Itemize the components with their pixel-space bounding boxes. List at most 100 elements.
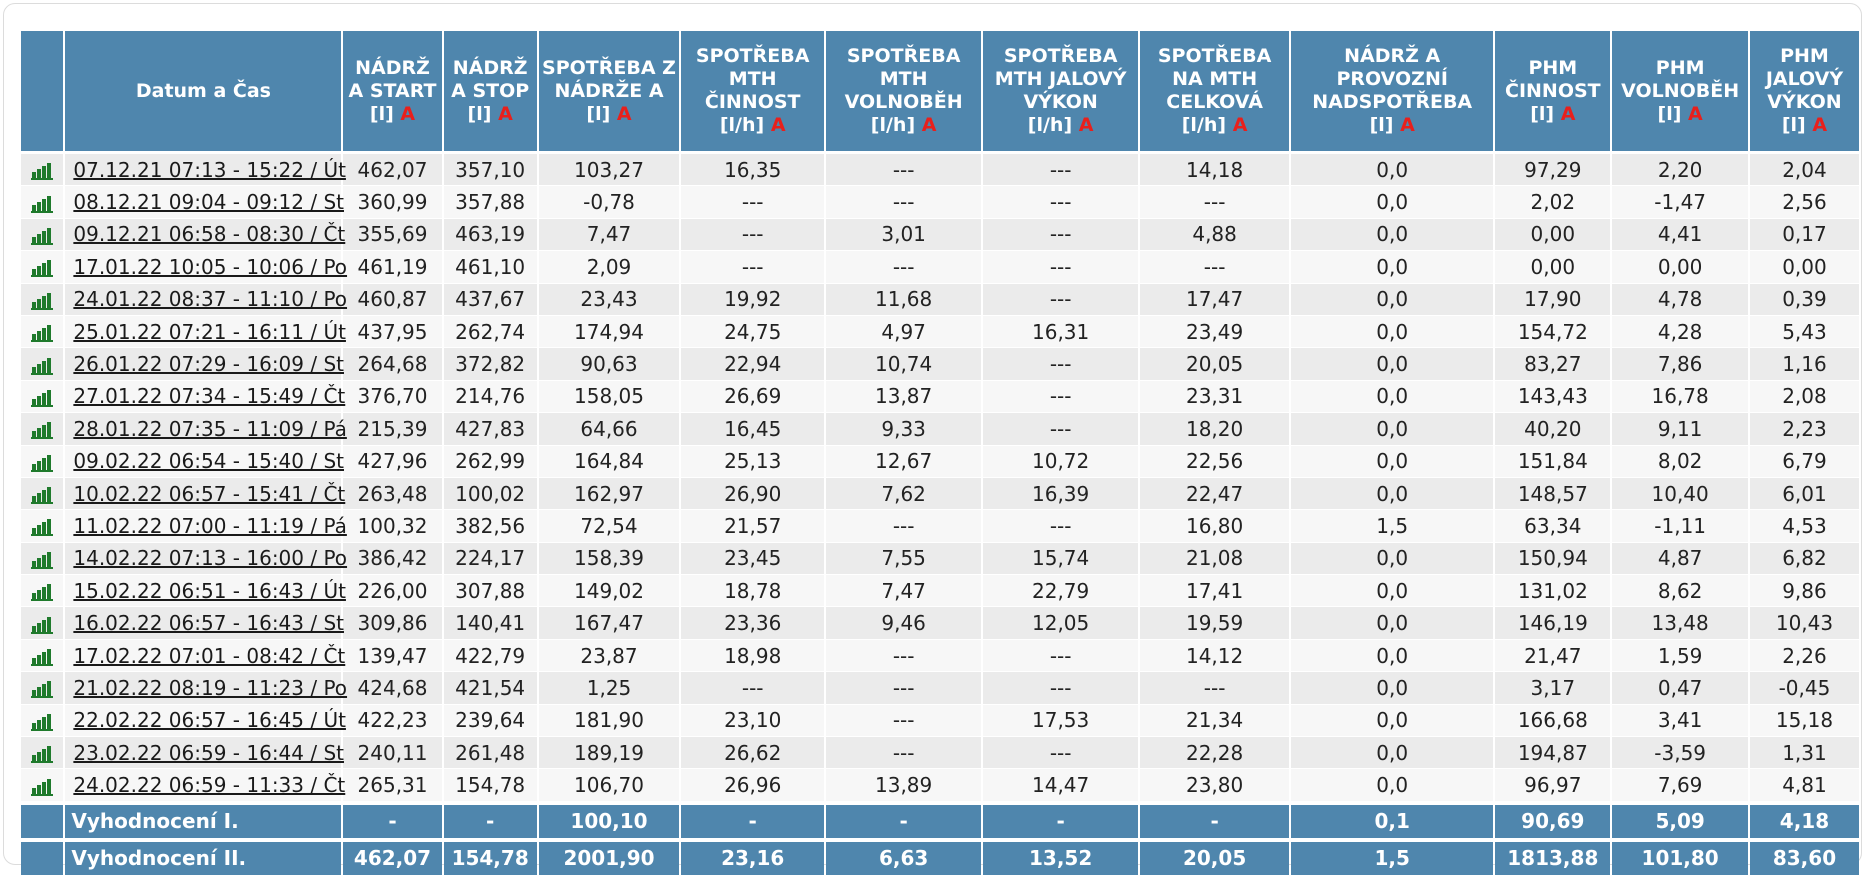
value-cell-spotreba-mth-volnobeh: 9,46 [826,607,982,640]
column-header-spotreba-z-nadrze-a: SPOTŘEBA Z NÁDRŽE A [l] A [538,31,680,154]
column-header-unit: [l] [1781,114,1806,136]
date-time-link[interactable]: 10.02.22 06:57 - 15:41 / Čt [73,481,346,506]
value-cell-spotreba-mth-cinnost: 21,57 [681,510,825,543]
date-time-link[interactable]: 16.02.22 06:57 - 16:43 / St [73,611,344,636]
date-time-link[interactable]: 23.02.22 06:59 - 16:44 / St [73,740,344,765]
value-cell-nadrz-a-provozni-nadspotreba: 0,0 [1291,445,1494,478]
date-time-link[interactable]: 24.02.22 06:59 - 11:33 / Čt [73,773,346,798]
report-panel: Datum a Čas NÁDRŽ A START [l] A NÁDRŽ A STO… [3,3,1862,876]
value-cell-phm-jalovy-vykon: 1,31 [1749,737,1859,770]
bar-chart-icon[interactable] [31,518,54,537]
row-chart-cell [21,315,64,349]
bar-chart-icon[interactable] [31,357,54,375]
date-time-link[interactable]: 25.01.22 07:21 - 16:11 / Út [73,319,346,344]
bar-chart-icon[interactable] [31,778,54,796]
value-cell-phm-jalovy-vykon: 4,81 [1749,769,1859,802]
date-time-cell: 27.01.22 07:34 - 15:49 / Čt [65,380,345,414]
value-cell-nadrz-a-provozni-nadspotreba: 0,0 [1291,380,1494,414]
value-cell-nadrz-a-provozni-nadspotreba: 0,0 [1291,575,1494,608]
value-cell-nadrz-a-stop: 372,82 [443,348,537,381]
value-cell-spotreba-mth-cinnost: 18,78 [681,575,825,608]
value-cell-nadrz-a-stop: 261,48 [443,737,537,770]
bar-chart-icon[interactable] [31,292,54,310]
table-row: 08.12.21 09:04 - 09:12 / St 360,99 357,88-… [21,186,1859,219]
value-cell-spotreba-z-nadrze-a: 189,19 [538,737,680,770]
value-cell-spotreba-z-nadrze-a: 2,09 [538,251,680,284]
summary-label: Vyhodnocení II. [65,838,342,876]
value-cell-nadrz-a-start: 461,19 [343,251,442,284]
date-time-link[interactable]: 22.02.22 06:57 - 16:45 / Út [73,708,346,733]
table-row: 27.01.22 07:34 - 15:49 / Čt 376,70 214,76 1… [21,380,1859,414]
bar-chart-icon[interactable] [31,583,54,602]
bar-chart-icon[interactable] [31,227,54,245]
date-time-link[interactable]: 09.12.21 06:58 - 08:30 / Čt [73,222,346,247]
value-cell-spotreba-mth-jalovy-vykon: --- [983,251,1139,284]
value-cell-spotreba-mth-volnobeh: --- [826,154,982,187]
date-time-link[interactable]: 17.02.22 07:01 - 08:42 / Čt [73,643,346,668]
date-time-link[interactable]: 15.02.22 06:51 - 16:43 / Út [73,578,346,603]
date-time-link[interactable]: 09.02.22 06:54 - 15:40 / St [73,449,344,474]
date-time-link[interactable]: 27.01.22 07:34 - 15:49 / Čt [73,384,346,409]
row-chart-cell [21,704,64,738]
row-chart-cell [21,251,64,284]
date-time-link[interactable]: 14.02.22 07:13 - 16:00 / Po [73,546,348,571]
bar-chart-icon[interactable] [31,389,54,407]
bar-chart-icon[interactable] [31,324,54,343]
date-time-link[interactable]: 26.01.22 07:29 - 16:09 / St [73,352,344,377]
date-time-link[interactable]: 11.02.22 07:00 - 11:19 / Pá [73,513,347,538]
value-cell-nadrz-a-start: 215,39 [343,413,442,446]
row-chart-cell [21,413,64,446]
value-cell-nadrz-a-provozni-nadspotreba: 0,0 [1291,315,1494,349]
date-time-link[interactable]: 21.02.22 08:19 - 11:23 / Po [73,675,348,700]
value-cell-spotreba-z-nadrze-a: 164,84 [538,445,680,478]
bar-chart-icon[interactable] [31,616,54,634]
value-cell-nadrz-a-start: 424,68 [343,672,442,705]
date-time-cell: 25.01.22 07:21 - 16:11 / Út [65,315,346,349]
row-chart-cell [21,218,64,252]
tank-a-flag: A [1078,114,1094,136]
value-cell-phm-jalovy-vykon: 10,43 [1749,607,1859,640]
value-cell-spotreba-mth-jalovy-vykon: 12,05 [983,607,1139,640]
value-cell-nadrz-a-provozni-nadspotreba: 0,0 [1291,218,1494,252]
bar-chart-icon[interactable] [31,454,54,472]
summary-value-spotreba-mth-jalovy-vykon: - [983,801,1139,839]
value-cell-nadrz-a-provozni-nadspotreba: 0,0 [1291,672,1494,705]
value-cell-nadrz-a-provozni-nadspotreba: 0,0 [1291,769,1494,802]
value-cell-nadrz-a-start: 309,86 [343,607,442,640]
value-cell-phm-volnobeh: 16,78 [1612,380,1748,414]
value-cell-nadrz-a-stop: 357,88 [443,186,537,219]
bar-chart-icon[interactable] [31,162,54,181]
column-header-phm-cinnost: PHM ČINNOST [l] A [1495,31,1611,154]
bar-chart-icon[interactable] [31,259,54,278]
value-cell-nadrz-a-stop: 154,78 [443,769,537,802]
value-cell-phm-volnobeh: 0,47 [1612,672,1748,705]
value-cell-nadrz-a-start: 437,95 [343,315,442,349]
value-cell-spotreba-mth-volnobeh: 10,74 [826,348,982,381]
value-cell-phm-jalovy-vykon: 2,56 [1749,186,1859,219]
bar-chart-icon[interactable] [31,648,54,667]
date-time-link[interactable]: 07.12.21 07:13 - 15:22 / Út [73,157,346,182]
date-time-link[interactable]: 24.01.22 08:37 - 11:10 / Po [73,287,348,312]
value-cell-nadrz-a-stop: 262,74 [443,315,537,349]
value-cell-spotreba-na-mth-celkova: 22,28 [1140,737,1290,770]
date-time-cell: 09.12.21 06:58 - 08:30 / Čt [65,218,345,252]
bar-chart-icon[interactable] [31,745,54,764]
bar-chart-icon[interactable] [31,713,54,731]
bar-chart-icon[interactable] [31,486,54,505]
bar-chart-icon[interactable] [31,421,54,440]
tank-a-flag: A [498,102,513,125]
date-time-cell: 07.12.21 07:13 - 15:22 / Út [65,154,346,187]
bar-chart-icon[interactable] [31,680,54,699]
bar-chart-icon[interactable] [31,551,54,569]
value-cell-nadrz-a-stop: 214,76 [443,380,537,414]
value-cell-spotreba-na-mth-celkova: --- [1140,251,1290,284]
date-time-link[interactable]: 08.12.21 09:04 - 09:12 / St [73,190,344,215]
date-time-link[interactable]: 17.01.22 10:05 - 10:06 / Po [73,254,348,279]
bar-chart-icon[interactable] [31,195,54,213]
value-cell-phm-volnobeh: 7,86 [1612,348,1748,381]
date-time-link[interactable]: 28.01.22 07:35 - 11:09 / Pá [73,416,347,441]
value-cell-phm-cinnost: 83,27 [1495,348,1611,381]
value-cell-spotreba-mth-cinnost: 25,13 [681,445,825,478]
value-cell-phm-volnobeh: 3,41 [1612,704,1748,738]
value-cell-spotreba-mth-jalovy-vykon: --- [983,186,1139,219]
